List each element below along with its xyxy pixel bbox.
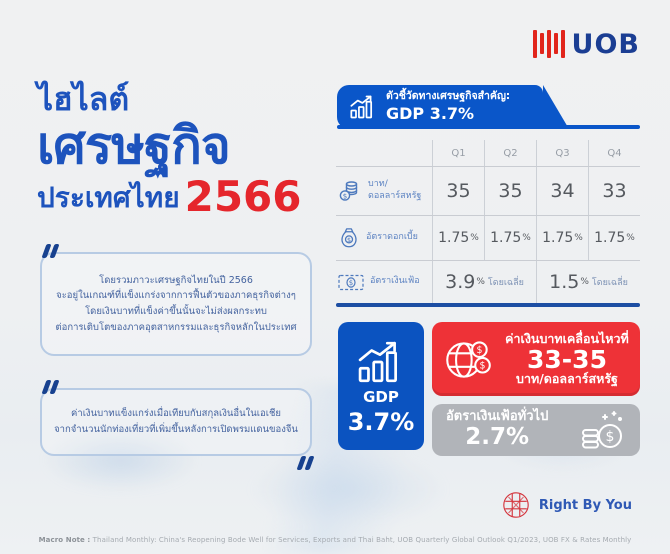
chart-growth-icon (349, 94, 377, 120)
percent-sign: % (522, 233, 531, 243)
value-suffix: โดยเฉลี่ย (487, 278, 524, 288)
page-title: ไฮไลต์ เศรษฐกิจ ประเทศไทย 2566 (37, 80, 327, 222)
row-label: อัตราเงินเฟ้อ (370, 276, 420, 287)
table-value: 35 (446, 180, 471, 202)
svg-text:$: $ (476, 345, 482, 356)
gdp-value: 3.7% (347, 407, 415, 436)
quote-2-text: ค่าเงินบาทแข็งแกร่งเมื่อเทียบกับสกุลเงิน… (42, 390, 310, 454)
quote-box-1: โดยรวมภาวะเศรษฐกิจไทยในปี 2566 จะอยู่ในเ… (40, 244, 312, 356)
quote-2-line: จากจำนวนนักท่องเที่ยวที่เพิ่มขึ้นหลังการ… (54, 424, 298, 435)
quote-1-text: โดยรวมภาวะเศรษฐกิจไทยในปี 2566 จะอยู่ในเ… (42, 254, 310, 354)
percent-sign: % (476, 277, 485, 287)
table-value: 1.75 (594, 230, 626, 246)
table-row-interest-rate: $ อัตราดอกเบี้ย 1.75% 1.75% 1.75% 1.75% (336, 216, 640, 261)
column-header: Q4 (588, 140, 640, 166)
rby-emblem-icon (501, 490, 531, 520)
percent-sign: % (470, 233, 479, 243)
title-line3: ประเทศไทย (37, 181, 180, 215)
row-label: บาท/ (368, 179, 388, 190)
fx-value: 33-35 (527, 344, 607, 374)
inflation-highlight-box: อัตราเงินเฟ้อทั่วไป 2.7% $ (432, 404, 640, 456)
value-suffix: โดยเฉลี่ย (591, 278, 628, 288)
svg-text:$: $ (606, 429, 615, 445)
right-by-you-logo: Right By You (501, 490, 632, 520)
row-label: ดอลลาร์สหรัฐ (368, 191, 422, 201)
uob-logo: UOB (532, 28, 640, 60)
row-label: อัตราดอกเบี้ย (366, 232, 418, 243)
inflation-label: อัตราเงินเฟ้อทั่วไป (446, 409, 549, 425)
percent-sign: % (580, 277, 589, 287)
table-header-row: Q1 Q2 Q3 Q4 (336, 140, 640, 167)
svg-text:$: $ (343, 192, 347, 200)
table-row-baht-usd: $ บาท/ ดอลลาร์สหรัฐ 35 35 34 33 (336, 167, 640, 216)
uob-logo-text: UOB (571, 28, 640, 60)
fx-highlight-box: $ $ ค่าเงินบาทเคลื่อนไหวที่ 33-35 บาท/ดอ… (432, 322, 640, 396)
table-bottom-rule (336, 303, 640, 307)
quote-box-2: ค่าเงินบาทแข็งแกร่งเมื่อเทียบกับสกุลเงิน… (40, 380, 315, 470)
rby-tagline: Right By You (538, 497, 632, 513)
table-row-inflation: $ อัตราเงินเฟ้อ 3.9% โดยเฉลี่ย 1.5% โดยเฉล… (336, 261, 640, 303)
coin-stack-icon: $ (578, 409, 626, 451)
column-header: Q1 (432, 140, 484, 166)
gdp-label: GDP (363, 387, 399, 406)
title-line1: ไฮไลต์ (37, 80, 130, 118)
percent-sign: % (574, 233, 583, 243)
table-value: 1.5 (549, 271, 580, 293)
percent-sign: % (626, 233, 635, 243)
column-header: Q2 (484, 140, 536, 166)
close-quote-icon (296, 456, 315, 470)
bar-chart-growth-icon (355, 339, 407, 385)
table-value: 1.75 (542, 230, 574, 246)
indicator-header-value: GDP 3.7% (386, 103, 475, 123)
macro-note-text: Thailand Monthly: China's Reopening Bode… (92, 536, 632, 544)
quote-1-line: โดยรวมภาวะเศรษฐกิจไทยในปี 2566 (99, 274, 253, 286)
banknote-icon: $ (338, 274, 364, 291)
indicator-header-label: ตัวชี้วัดทางเศรษฐกิจสำคัญ: (386, 90, 511, 103)
quote-1-line: ต่อการเติบโตของภาคอุตสาหกรรมและธุรกิจหลั… (55, 321, 297, 333)
globe-currency-icon: $ $ (440, 332, 496, 386)
inflation-value: 2.7% (465, 423, 530, 450)
svg-text:$: $ (349, 279, 353, 287)
quote-1-line: จะอยู่ในเกณฑ์ที่แข็งแกร่งจากการฟื้นตัวขอ… (56, 290, 296, 302)
economic-indicators-table: Q1 Q2 Q3 Q4 $ บาท/ ดอลลาร์สหรัฐ (336, 140, 640, 307)
svg-text:$: $ (347, 236, 351, 244)
macro-note: Macro Note : Thailand Monthly: China's R… (0, 536, 670, 544)
quote-1-line: โดยเงินบาทที่แข็งค่าขึ้นนั้นจะไม่ส่งผลกร… (85, 306, 267, 317)
quote-2-line: ค่าเงินบาทแข็งแกร่งเมื่อเทียบกับสกุลเงิน… (71, 408, 281, 420)
uob-bars-icon (532, 30, 565, 58)
fx-title: ค่าเงินบาทเคลื่อนไหวที่ (505, 331, 629, 347)
coins-icon: $ (338, 179, 362, 203)
fx-unit: บาท/ดอลลาร์สหรัฐ (516, 370, 618, 386)
svg-text:$: $ (480, 361, 486, 372)
table-value: 1.75 (490, 230, 522, 246)
money-bag-icon: $ (338, 226, 360, 250)
table-value: 33 (602, 180, 627, 202)
table-value: 1.75 (438, 230, 470, 246)
table-value: 3.9 (445, 271, 476, 293)
gdp-highlight-box: GDP 3.7% (338, 322, 424, 450)
macro-note-label: Macro Note : (38, 536, 91, 544)
column-header: Q3 (536, 140, 588, 166)
title-line2: เศรษฐกิจ (37, 117, 231, 177)
table-value: 34 (550, 180, 575, 202)
indicator-header-tab: ตัวชี้วัดทางเศรษฐกิจสำคัญ: GDP 3.7% (337, 85, 569, 129)
title-year: 2566 (184, 172, 302, 222)
table-value: 35 (498, 180, 523, 202)
